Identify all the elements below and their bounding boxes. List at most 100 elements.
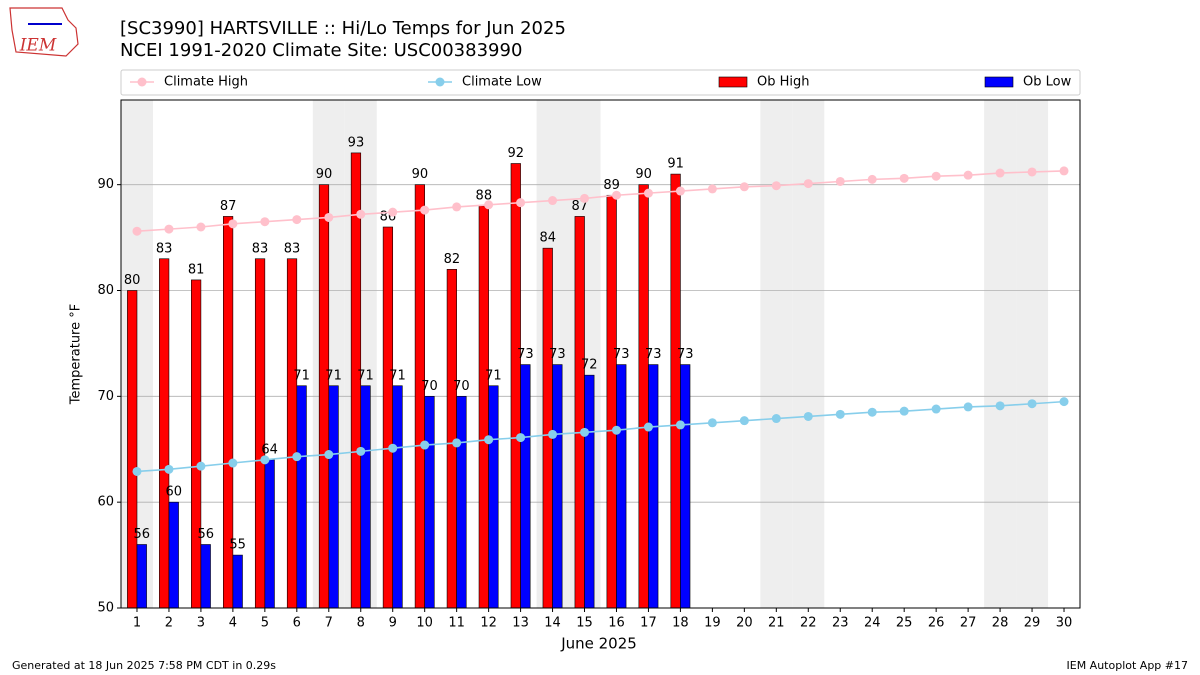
line-marker — [803, 179, 813, 189]
x-tick-label: 16 — [608, 616, 625, 631]
bar — [574, 216, 585, 609]
line-marker — [260, 217, 270, 227]
bar — [616, 364, 627, 609]
line-marker — [1059, 166, 1069, 176]
x-tick-label: 30 — [1056, 616, 1073, 631]
line-marker — [611, 190, 621, 200]
x-tick-label: 13 — [512, 616, 529, 631]
footer-right: IEM Autoplot App #17 — [1067, 659, 1189, 672]
line-marker — [228, 458, 238, 468]
line-marker — [899, 173, 909, 183]
bar — [191, 279, 202, 609]
line-marker — [164, 224, 174, 234]
legend-label: Ob Low — [1023, 75, 1072, 90]
line-marker — [835, 176, 845, 186]
line-marker — [643, 188, 653, 198]
data-label: 71 — [389, 368, 406, 383]
line-marker — [580, 193, 590, 203]
x-tick-label: 22 — [800, 616, 817, 631]
line-marker — [164, 464, 174, 474]
y-tick-label: 60 — [97, 495, 114, 510]
data-label: 70 — [453, 379, 470, 394]
line-marker — [196, 461, 206, 471]
legend-box — [120, 69, 1081, 96]
data-label: 93 — [348, 135, 365, 150]
line-marker — [132, 226, 142, 236]
line-marker — [356, 209, 366, 219]
logo-outline — [9, 7, 79, 57]
bar — [456, 396, 467, 609]
data-label: 55 — [229, 538, 246, 553]
legend-label: Ob High — [757, 75, 810, 90]
weekend-band — [760, 100, 793, 608]
x-tick-label: 7 — [325, 616, 333, 631]
line-marker — [739, 416, 749, 426]
x-tick-label: 11 — [448, 616, 465, 631]
data-label: 87 — [220, 199, 237, 214]
bar — [424, 396, 435, 609]
line-marker — [803, 411, 813, 421]
data-label: 72 — [581, 358, 598, 373]
weekend-band — [792, 100, 825, 608]
data-label: 60 — [165, 485, 182, 500]
x-tick-label: 26 — [928, 616, 945, 631]
line-marker — [292, 452, 302, 462]
logo: IEM — [9, 7, 79, 57]
x-tick-label: 5 — [261, 616, 269, 631]
line-marker — [1027, 399, 1037, 409]
line-marker — [420, 440, 430, 450]
data-label: 88 — [476, 188, 493, 203]
line-marker — [516, 433, 526, 443]
line-marker — [931, 404, 941, 414]
line-marker — [611, 425, 621, 435]
bar — [264, 459, 275, 609]
data-label: 89 — [603, 178, 620, 193]
data-label: 83 — [156, 241, 173, 256]
data-label: 73 — [645, 347, 662, 362]
bar — [254, 258, 266, 609]
line-marker — [356, 446, 366, 456]
line — [136, 400, 1065, 473]
line-marker — [675, 186, 685, 196]
line-marker — [324, 450, 334, 460]
y-tick-label: 50 — [97, 601, 114, 616]
x-axis-label: June 2025 — [560, 635, 637, 653]
line-marker — [963, 402, 973, 412]
legend-swatch — [718, 76, 748, 88]
bar — [286, 258, 298, 609]
line-marker — [484, 435, 494, 445]
x-tick-label: 20 — [736, 616, 753, 631]
line-marker — [324, 212, 334, 222]
bar — [520, 364, 531, 609]
x-tick-label: 3 — [197, 616, 205, 631]
data-label: 83 — [284, 241, 301, 256]
bar — [382, 226, 394, 609]
y-tick-label: 80 — [97, 283, 114, 298]
bar — [168, 501, 179, 609]
bar — [542, 247, 553, 609]
x-tick-label: 6 — [293, 616, 301, 631]
x-tick-label: 1 — [133, 616, 141, 631]
data-label: 90 — [412, 167, 429, 182]
line-marker — [580, 427, 590, 437]
data-label: 92 — [508, 146, 525, 161]
line-marker — [771, 414, 781, 424]
x-tick-label: 27 — [960, 616, 977, 631]
line-marker — [643, 422, 653, 432]
data-label: 71 — [325, 368, 342, 383]
bar — [488, 385, 499, 609]
line-marker — [707, 184, 717, 194]
x-tick-label: 15 — [576, 616, 593, 631]
y-tick-label: 90 — [97, 177, 114, 192]
bar — [200, 544, 211, 609]
bar — [328, 385, 339, 609]
line-marker — [548, 196, 558, 206]
data-label: 64 — [261, 442, 278, 457]
line-marker — [132, 466, 142, 476]
line-marker — [452, 438, 462, 448]
bar — [670, 173, 681, 609]
line-marker — [484, 200, 494, 210]
x-tick-label: 28 — [992, 616, 1009, 631]
x-tick-label: 23 — [832, 616, 849, 631]
